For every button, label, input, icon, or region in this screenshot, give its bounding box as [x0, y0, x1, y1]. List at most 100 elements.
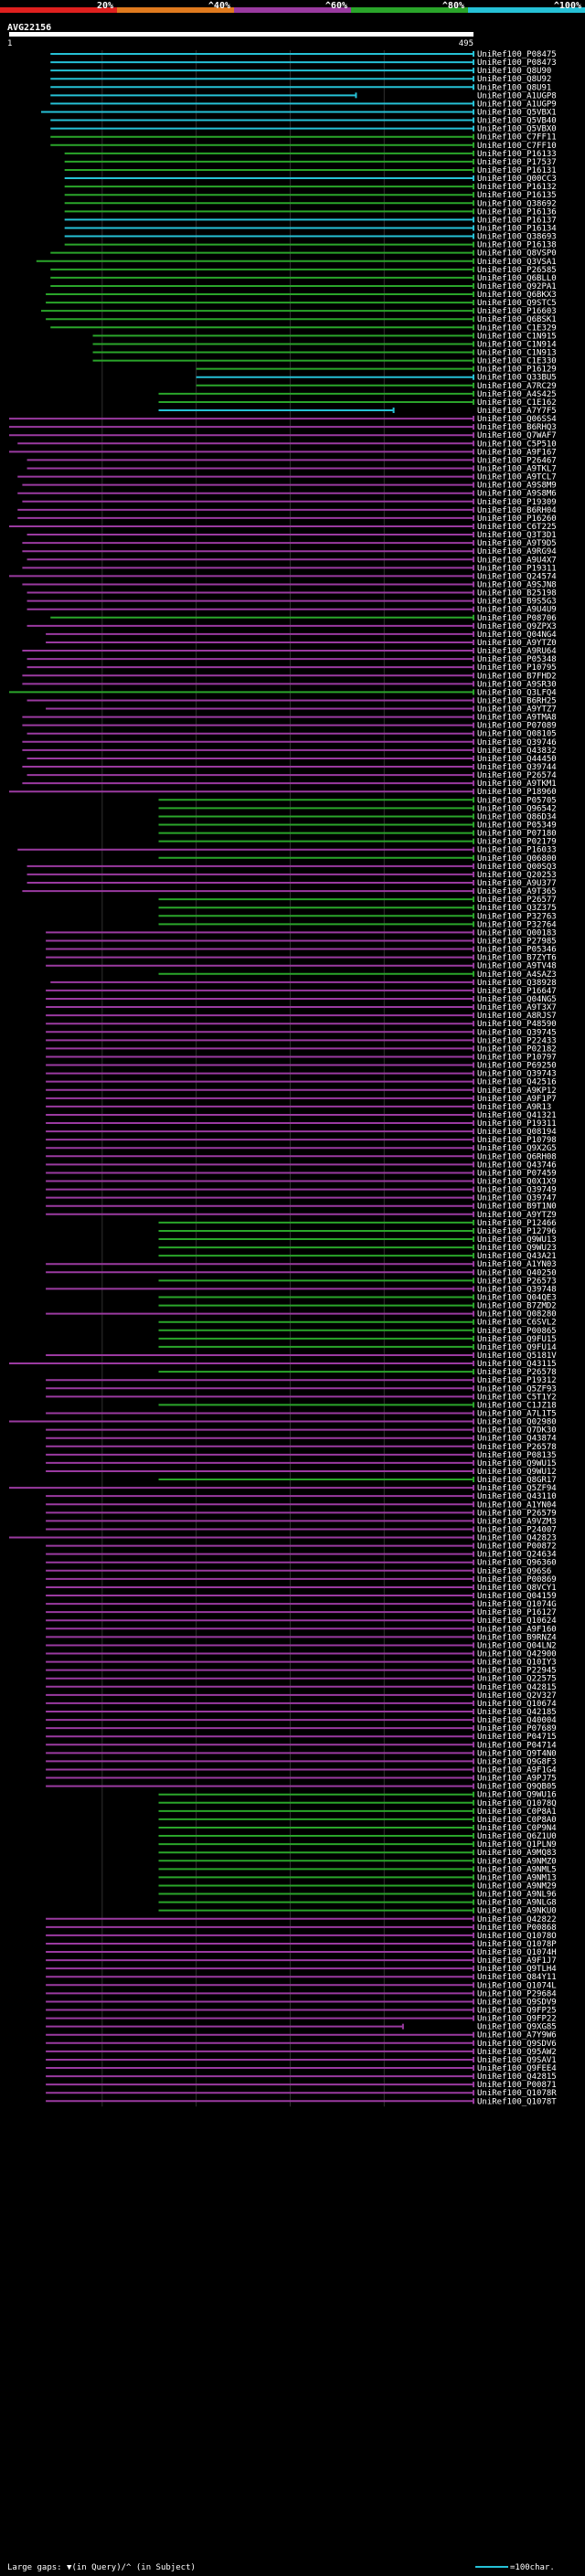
legend-label-4: ^80%	[442, 1, 464, 11]
hit-label: UniRef100_C7FF10	[477, 142, 557, 151]
hit-label: UniRef100_Q95AW2	[477, 2048, 557, 2057]
hit-label: UniRef100_P18960	[477, 788, 557, 797]
hit-label: UniRef100_C0P8A1	[477, 1807, 557, 1817]
hit-label: UniRef100_P16136	[477, 207, 557, 217]
hit-label: UniRef100_P00869	[477, 1575, 557, 1585]
hit-label: UniRef100_Q04QE3	[477, 1294, 557, 1303]
hit-label: UniRef100_A9VZM3	[477, 1517, 557, 1526]
hit-label: UniRef100_Q42823	[477, 1534, 557, 1543]
hit-label: UniRef100_Q9FP22	[477, 2015, 557, 2024]
hit-label: UniRef100_P00871	[477, 2081, 557, 2090]
hit-label: UniRef100_Q9QB05	[477, 1783, 557, 1792]
hit-label: UniRef100_C1E330	[477, 357, 557, 366]
hit-label: UniRef100_P26467	[477, 456, 557, 465]
hit-label: UniRef100_B6RHQ3	[477, 423, 557, 432]
hit-label: UniRef100_P48590	[477, 1020, 557, 1029]
hit-label: UniRef100_A9T365	[477, 887, 557, 896]
hit-label: UniRef100_Q38928	[477, 979, 557, 988]
hit-label: UniRef100_Q8GR17	[477, 1476, 557, 1485]
hit-label: UniRef100_Q39747	[477, 1194, 557, 1203]
hit-label: UniRef100_P05705	[477, 796, 557, 805]
hit-label: UniRef100_Q43110	[477, 1492, 557, 1501]
legend-segment-4	[351, 7, 468, 13]
hit-rows: UniRef100_P08475UniRef100_P08473UniRef10…	[9, 50, 557, 2106]
hit-label: UniRef100_Q9TLH4	[477, 1965, 557, 1974]
hit-label: UniRef100_A7Y9W6	[477, 2031, 557, 2041]
hit-label: UniRef100_P16137	[477, 216, 557, 225]
hit-label: UniRef100_Q24574	[477, 572, 557, 581]
hit-label: UniRef100_P27985	[477, 937, 557, 946]
hit-label: UniRef100_Q8U92	[477, 75, 551, 84]
hit-label: UniRef100_A9YTZ9	[477, 1211, 557, 1220]
hit-label: UniRef100_A9NLG8	[477, 1899, 557, 1908]
hit-label: UniRef100_A9NMZ0	[477, 1857, 557, 1866]
hit-label: UniRef100_A9YTZ7	[477, 705, 557, 715]
hit-label: UniRef100_Q1074H	[477, 1948, 557, 1957]
hit-label: UniRef100_Q43A21	[477, 1252, 557, 1261]
hit-label: UniRef100_P08475	[477, 50, 557, 59]
hit-label: UniRef100_B9RNZ4	[477, 1633, 557, 1642]
hit-label: UniRef100_P16133	[477, 150, 557, 159]
hit-label: UniRef100_C1N915	[477, 332, 557, 341]
hit-label: UniRef100_A4SAZ3	[477, 970, 557, 980]
hit-label: UniRef100_Q39745	[477, 1028, 557, 1037]
hit-label: UniRef100_Q1PLN9	[477, 1840, 557, 1850]
query-end-label: 495	[459, 39, 473, 48]
hit-label: UniRef100_Q3T3D1	[477, 531, 557, 540]
hit-label: UniRef100_A9NKU0	[477, 1907, 557, 1916]
legend-segment-5	[468, 7, 585, 13]
hit-label: UniRef100_Q1074L	[477, 1981, 557, 1990]
hit-label: UniRef100_Q5ZF94	[477, 1484, 557, 1493]
hit-label: UniRef100_Q9FEE4	[477, 2064, 557, 2073]
hit-label: UniRef100_C1N913	[477, 349, 557, 358]
hit-label: UniRef100_A9S8M6	[477, 490, 557, 499]
hit-label: UniRef100_Q1078P	[477, 1940, 557, 1949]
hit-label: UniRef100_P07180	[477, 830, 557, 839]
hit-label: UniRef100_A1UGP9	[477, 100, 557, 109]
hit-label: UniRef100_A9TCL7	[477, 473, 557, 482]
hit-label: UniRef100_A9KP12	[477, 1087, 557, 1096]
hit-label: UniRef100_Q9FU14	[477, 1343, 557, 1352]
identity-color-legend	[0, 7, 585, 13]
hit-label: UniRef100_A9TKM1	[477, 779, 557, 789]
hit-label: UniRef100_A9YTZ0	[477, 639, 557, 648]
hit-label: UniRef100_Q9ZPX3	[477, 622, 557, 631]
hit-label: UniRef100_Q9G8F3	[477, 1757, 557, 1766]
hit-label: UniRef100_A9U4X7	[477, 556, 557, 565]
hit-label: UniRef100_Q41321	[477, 1111, 557, 1120]
hit-label: UniRef100_P16647	[477, 987, 557, 996]
hit-label: UniRef100_A9U377	[477, 879, 557, 888]
hit-label: UniRef100_P10797	[477, 1053, 557, 1062]
hit-label: UniRef100_Q3LFQ4	[477, 688, 557, 697]
hit-label: UniRef100_P00872	[477, 1542, 557, 1552]
hit-label: UniRef100_P26574	[477, 771, 557, 780]
query-ruler	[9, 32, 473, 37]
hit-label: UniRef100_P26573	[477, 1277, 557, 1286]
hit-label: UniRef100_C0P8A0	[477, 1816, 557, 1825]
hit-label: UniRef100_Q10IY3	[477, 1659, 557, 1668]
hit-label: UniRef100_A9RU64	[477, 647, 557, 656]
hit-label: UniRef100_P16131	[477, 166, 557, 175]
hit-label: UniRef100_Q5ZF93	[477, 1384, 557, 1394]
hit-label: UniRef100_A9F1P7	[477, 1095, 557, 1104]
hit-label: UniRef100_Q9WU16	[477, 1791, 557, 1800]
hit-label: UniRef100_Q9SDV9	[477, 1998, 557, 2007]
hit-label: UniRef100_P00865	[477, 1327, 557, 1336]
hit-label: UniRef100_A7RC29	[477, 382, 557, 391]
identity-legend-labels: 20% ^40% ^60% ^80% ^100%	[97, 1, 581, 11]
hit-label: UniRef100_A1YN03	[477, 1260, 557, 1269]
hit-label: UniRef100_A9NML5	[477, 1865, 557, 1874]
hit-label: UniRef100_Q04LN2	[477, 1641, 557, 1650]
hit-label: UniRef100_Q42185	[477, 1708, 557, 1717]
hit-label: UniRef100_C5P510	[477, 440, 557, 449]
hit-label: UniRef100_P00868	[477, 1924, 557, 1933]
hit-label: UniRef100_Q04NG4	[477, 631, 557, 640]
hit-label: UniRef100_P16603	[477, 307, 557, 316]
hit-label: UniRef100_Q96S6	[477, 1567, 551, 1576]
hit-label: UniRef100_Q10624	[477, 1617, 557, 1626]
hit-label: UniRef100_Q1078Q	[477, 1799, 557, 1808]
hit-label: UniRef100_Q10674	[477, 1700, 557, 1709]
hit-label: UniRef100_P19312	[477, 1376, 557, 1385]
hit-label: UniRef100_Q2V327	[477, 1691, 557, 1701]
hit-label: UniRef100_Q9WU13	[477, 1235, 557, 1245]
